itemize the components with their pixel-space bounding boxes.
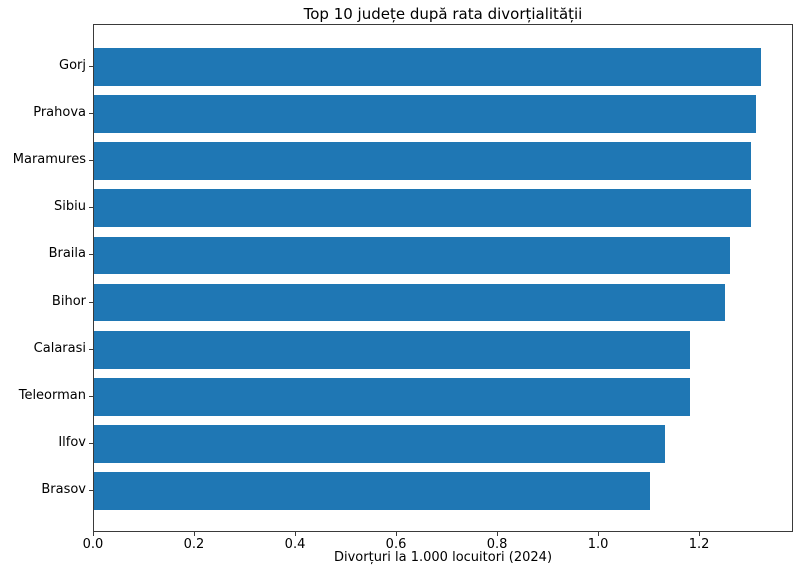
- y-tick-mark: [89, 302, 93, 303]
- x-tick-mark: [295, 532, 296, 536]
- chart-title: Top 10 județe după rata divorțialității: [303, 5, 583, 23]
- y-tick-mark: [89, 113, 93, 114]
- y-tick-mark: [89, 443, 93, 444]
- plot-area: [93, 24, 793, 532]
- x-tick-label: 1.0: [587, 537, 609, 552]
- x-tick-label: 0.2: [183, 537, 205, 552]
- y-tick-label: Sibiu: [54, 199, 86, 215]
- y-tick-label: Maramures: [12, 152, 86, 168]
- y-tick-mark: [89, 207, 93, 208]
- x-tick-mark: [497, 532, 498, 536]
- x-tick-mark: [598, 532, 599, 536]
- x-tick-label: 0.8: [486, 537, 508, 552]
- y-tick-label: Gorj: [59, 57, 86, 73]
- bar-maramures: [94, 142, 751, 181]
- y-tick-mark: [89, 66, 93, 67]
- y-tick-mark: [89, 160, 93, 161]
- x-tick-mark: [396, 532, 397, 536]
- x-tick-label: 0.0: [82, 537, 104, 552]
- y-tick-label: Ilfov: [58, 434, 86, 450]
- y-tick-label: Braila: [48, 246, 86, 262]
- x-tick-label: 0.4: [284, 537, 306, 552]
- x-tick-label: 0.6: [385, 537, 407, 552]
- x-axis-label: Divorțuri la 1.000 locuitori (2024): [333, 550, 553, 565]
- bar-brasov: [94, 472, 650, 510]
- x-tick-mark: [93, 532, 94, 536]
- y-tick-label: Bihor: [51, 293, 86, 309]
- x-tick-label: 1.2: [688, 537, 710, 552]
- y-tick-label: Brasov: [41, 482, 86, 498]
- y-tick-label: Teleorman: [18, 387, 86, 403]
- y-tick-label: Calarasi: [33, 340, 86, 356]
- x-tick-mark: [194, 532, 195, 536]
- bar-sibiu: [94, 189, 751, 228]
- bar-braila: [94, 236, 731, 275]
- bar-prahova: [94, 95, 756, 133]
- bar-calarasi: [94, 330, 690, 369]
- x-tick-mark: [699, 532, 700, 536]
- y-tick-mark: [89, 396, 93, 397]
- y-tick-mark: [89, 490, 93, 491]
- y-tick-mark: [89, 254, 93, 255]
- bar-ilfov: [94, 425, 665, 463]
- bar-teleorman: [94, 377, 690, 416]
- bar-bihor: [94, 283, 726, 322]
- y-tick-mark: [89, 349, 93, 350]
- y-tick-label: Prahova: [33, 105, 86, 121]
- bar-gorj: [94, 48, 761, 86]
